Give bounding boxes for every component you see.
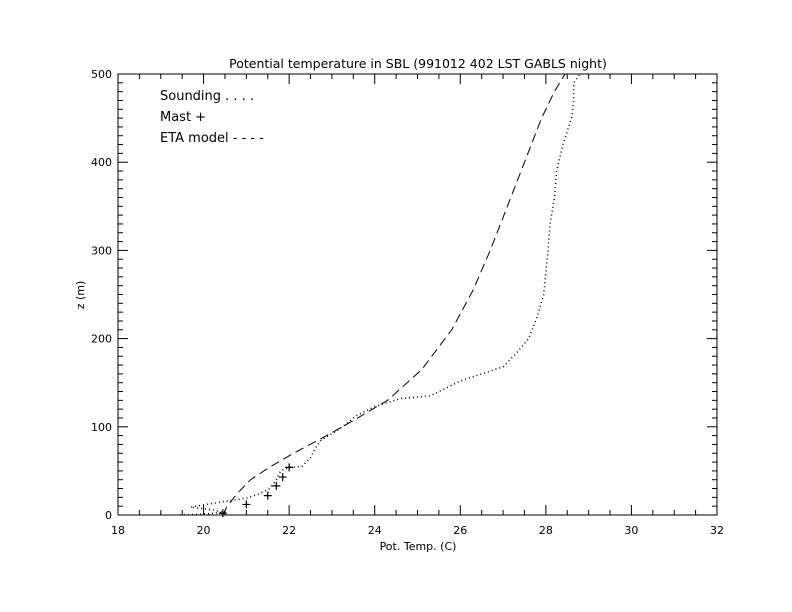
x-tick-label: 28: [539, 524, 553, 537]
y-axis-label: z (m): [74, 281, 87, 310]
mast-point: [278, 473, 287, 482]
x-tick-label: 32: [710, 524, 724, 537]
legend-entry-mast: Mast +: [160, 110, 206, 125]
x-tick-label: 18: [111, 524, 125, 537]
x-tick-label: 22: [282, 524, 296, 537]
y-tick-label: 300: [91, 244, 112, 257]
mast-markers: [218, 463, 294, 518]
y-tick-label: 500: [91, 68, 112, 81]
mast-point: [218, 509, 227, 518]
x-tick-label: 20: [197, 524, 211, 537]
y-tick-label: 100: [91, 421, 112, 434]
x-tick-label: 26: [453, 524, 467, 537]
y-tick-label: 200: [91, 333, 112, 346]
legend-entry-eta-model: ETA model - - - -: [160, 131, 264, 146]
mast-point: [263, 491, 272, 500]
sounding-line: [179, 73, 581, 516]
legend-entry-sounding: Sounding . . . .: [160, 89, 254, 104]
x-tick-label: 30: [624, 524, 638, 537]
axis-ticks: [117, 73, 718, 516]
legend: Sounding . . . . Mast + ETA model - - - …: [160, 89, 264, 146]
chart-title: Potential temperature in SBL (991012 402…: [229, 56, 607, 71]
series-layer: [179, 73, 581, 518]
eta-model-line: [222, 73, 566, 516]
x-tick-label: 24: [368, 524, 382, 537]
mast-point: [242, 500, 251, 509]
x-axis-label: Pot. Temp. (C): [380, 540, 457, 553]
mast-point: [285, 463, 294, 472]
tick-labels: 18 20 22 24 26 28 30 32 0 100 200 300 400 500: [91, 68, 724, 537]
y-tick-label: 0: [105, 509, 112, 522]
mast-point: [272, 481, 281, 490]
y-tick-label: 400: [91, 156, 112, 169]
